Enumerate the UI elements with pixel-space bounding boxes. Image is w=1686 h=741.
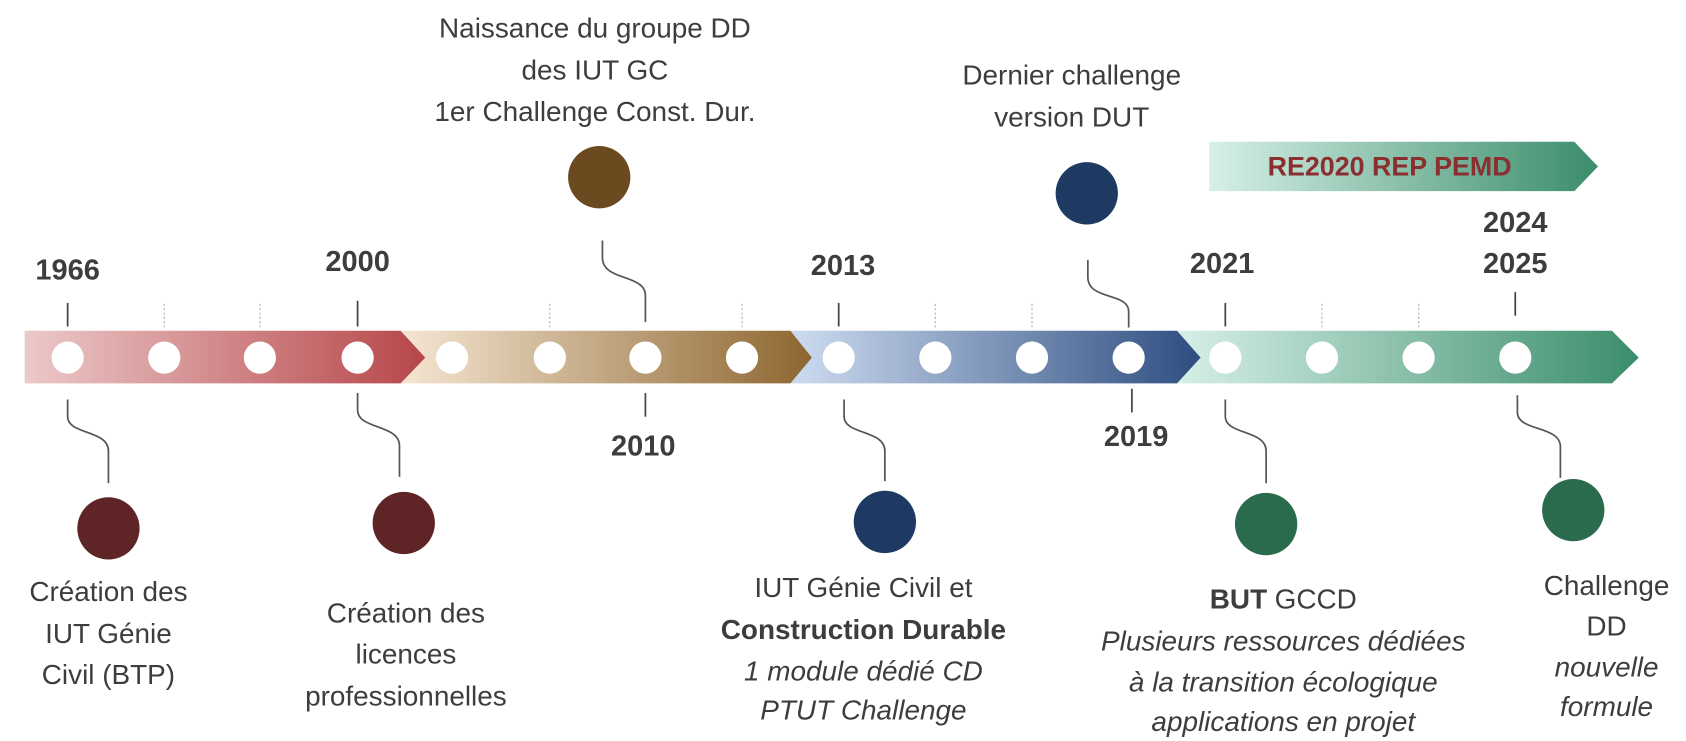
event-text: Plusieurs ressources dédiées xyxy=(1101,626,1466,657)
connectors xyxy=(66,240,1562,484)
year: 2019 xyxy=(1104,421,1168,453)
event-text: Construction Durable xyxy=(721,614,1006,645)
year: 2024 xyxy=(1483,207,1547,239)
event-marker xyxy=(77,497,140,560)
event-marker xyxy=(1542,478,1605,542)
event-text: nouvelle xyxy=(1555,651,1659,682)
event-text: GCCD xyxy=(1275,584,1357,615)
event-text: PTUT Challenge xyxy=(760,694,966,725)
band xyxy=(790,330,1201,384)
event-text: applications en projet xyxy=(1151,706,1416,737)
event-text: Dernier challenge xyxy=(962,60,1181,91)
banner-arrow xyxy=(1209,141,1598,192)
event-marker xyxy=(1234,492,1298,556)
event-text: DD xyxy=(1586,611,1626,642)
event-text: à la transition écologique xyxy=(1129,666,1438,697)
event-text: version DUT xyxy=(994,102,1149,133)
event-text: Civil (BTP) xyxy=(42,659,175,690)
event-marker xyxy=(853,490,917,554)
event-text: Naissance du groupe DD xyxy=(439,12,751,43)
year: 1966 xyxy=(35,254,99,286)
dots xyxy=(51,341,1532,374)
event-text: 1er Challenge Const. Dur. xyxy=(434,96,755,127)
year: 2021 xyxy=(1190,248,1254,280)
event-marker xyxy=(568,146,631,209)
year: 2013 xyxy=(811,250,875,282)
ticks xyxy=(66,292,1517,417)
event-text: professionnelles xyxy=(305,680,507,711)
event-text: Création des xyxy=(327,598,485,629)
event-text: formule xyxy=(1560,691,1653,722)
event-text: Création des xyxy=(29,576,187,607)
event-text-bold: BUT xyxy=(1210,584,1267,615)
event-text: licences xyxy=(356,639,457,670)
band xyxy=(400,330,812,384)
year: 2000 xyxy=(325,246,389,278)
event-marker xyxy=(372,491,435,555)
event-text: BUT GCCD xyxy=(1210,584,1357,615)
year: 2010 xyxy=(611,430,675,462)
event-text: des IUT GC xyxy=(522,54,669,85)
event-text: Challenge xyxy=(1544,570,1670,601)
event-text: IUT Génie xyxy=(45,618,172,649)
event-marker xyxy=(1055,162,1118,225)
event-text: IUT Génie Civil et xyxy=(754,572,972,603)
event-text: 1 module dédié CD xyxy=(744,656,983,687)
year: 2025 xyxy=(1483,248,1547,280)
band xyxy=(24,330,426,384)
banner-label: RE2020 REP PEMD xyxy=(1268,152,1512,182)
